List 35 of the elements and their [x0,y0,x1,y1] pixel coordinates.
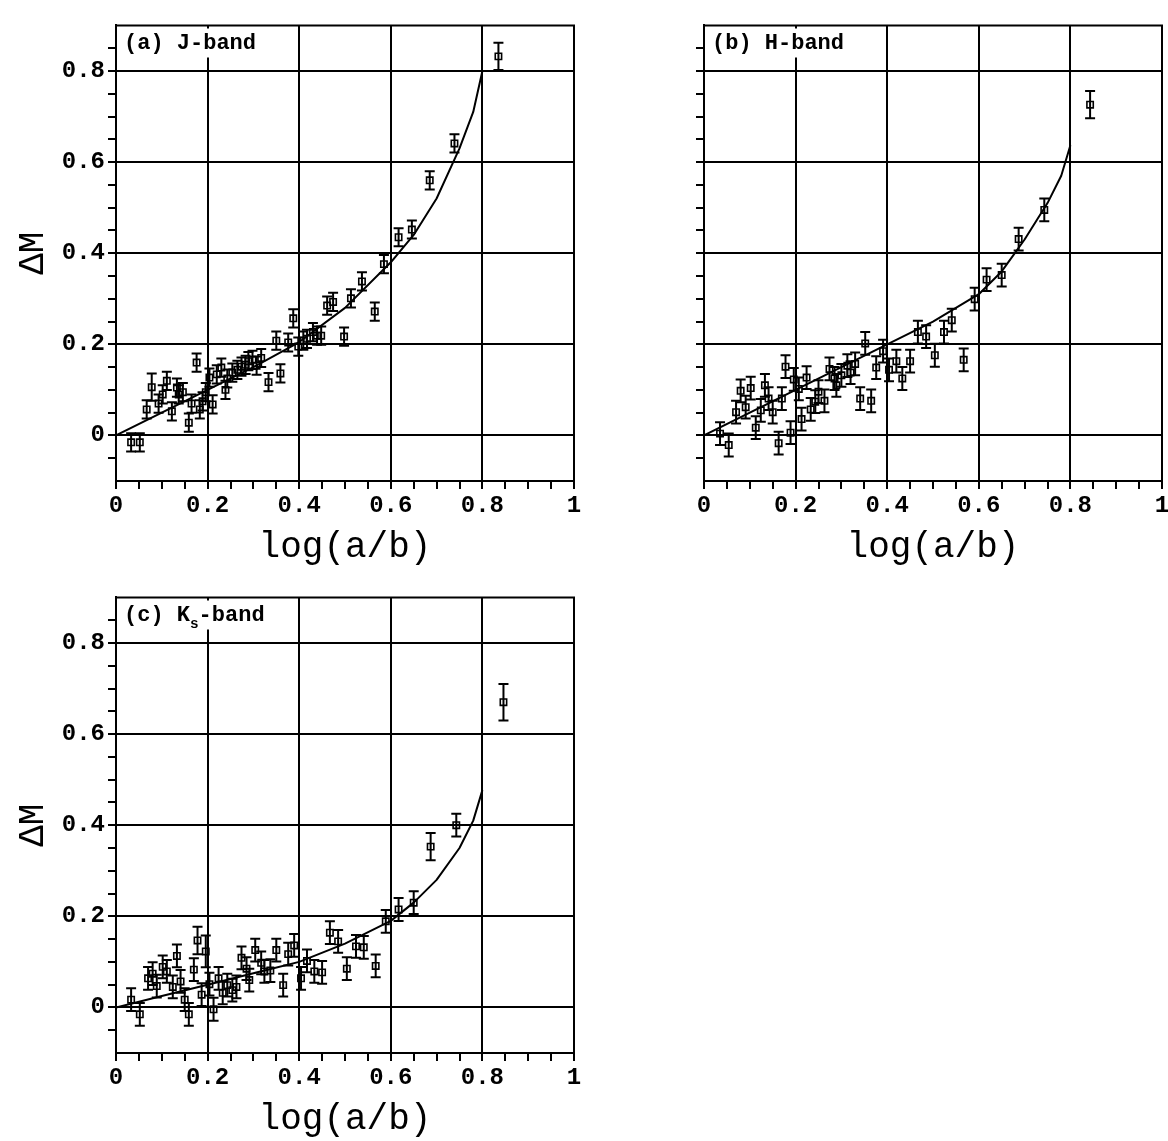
x-tick-label: 0.8 [1048,492,1093,520]
y-tick-label: 0.4 [61,811,105,839]
y-axis-title: ΔM [13,231,55,275]
y-tick-label: 0.6 [61,720,105,748]
y-tick-label: 0 [90,993,105,1021]
y-axis-title: ΔM [13,803,55,847]
y-tick-label: 0.8 [61,57,105,85]
x-tick-label: 0.2 [773,492,818,520]
x-tick-label: 1 [566,1064,582,1092]
x-tick-label: 0.6 [369,492,413,520]
x-tick-label: 0.4 [865,492,909,520]
x-tick-label: 1 [1154,492,1168,520]
x-tick-label: 0.2 [185,1064,230,1092]
x-tick-label: 0.6 [957,492,1001,520]
y-tick-label: 0 [90,421,105,449]
x-tick-label: 0 [108,492,124,520]
annotation: (a) J-band [124,31,257,57]
x-tick-label: 0.2 [185,492,230,520]
annotation: (b) H-band [712,31,845,57]
y-tick-label: 0.8 [61,629,105,657]
x-tick-label: 0 [108,1064,124,1092]
y-tick-label: 0.2 [61,902,105,930]
x-tick-label: 0.4 [277,1064,321,1092]
x-axis-title: log(a/b) [258,526,432,568]
x-tick-label: 0 [696,492,712,520]
x-tick-label: 0.8 [460,1064,505,1092]
x-tick-label: 0.8 [460,492,505,520]
x-tick-label: 0.4 [277,492,321,520]
x-tick-label: 1 [566,492,582,520]
x-axis-title: log(a/b) [846,526,1020,568]
y-tick-label: 0.4 [61,239,105,267]
y-tick-label: 0.6 [61,148,105,176]
x-axis-title: log(a/b) [258,1098,432,1140]
y-tick-label: 0.2 [61,330,105,358]
x-tick-label: 0.6 [369,1064,413,1092]
